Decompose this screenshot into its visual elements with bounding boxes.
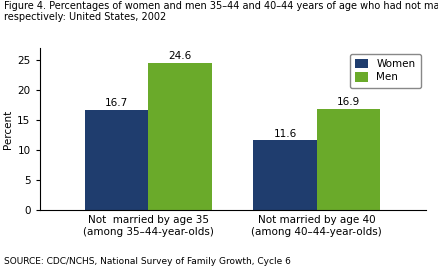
Bar <box>85 110 148 210</box>
Text: 16.7: 16.7 <box>105 98 128 108</box>
Text: Figure 4. Percentages of women and men 35–44 and 40–44 years of age who had not : Figure 4. Percentages of women and men 3… <box>4 1 438 11</box>
Bar <box>316 109 379 210</box>
Text: respectively: United States, 2002: respectively: United States, 2002 <box>4 12 166 22</box>
Text: SOURCE: CDC/NCHS, National Survey of Family Growth, Cycle 6: SOURCE: CDC/NCHS, National Survey of Fam… <box>4 257 290 266</box>
Bar <box>253 140 316 210</box>
Y-axis label: Percent: Percent <box>3 109 13 149</box>
Legend: Women, Men: Women, Men <box>350 54 420 88</box>
Bar <box>148 63 212 210</box>
Text: 24.6: 24.6 <box>168 51 191 61</box>
Text: 11.6: 11.6 <box>273 129 296 139</box>
Text: 16.9: 16.9 <box>336 97 359 107</box>
